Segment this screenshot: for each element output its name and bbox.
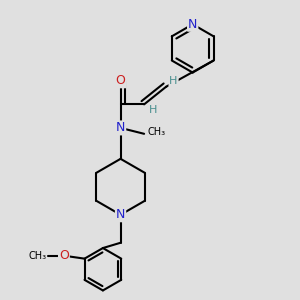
Text: CH₃: CH₃ bbox=[148, 127, 166, 137]
Text: O: O bbox=[59, 249, 69, 262]
Text: N: N bbox=[116, 122, 125, 134]
Text: N: N bbox=[188, 18, 197, 31]
Text: O: O bbox=[116, 74, 125, 87]
Text: H: H bbox=[149, 105, 157, 115]
Text: CH₃: CH₃ bbox=[28, 251, 46, 261]
Text: H: H bbox=[169, 76, 178, 86]
Text: N: N bbox=[116, 208, 125, 221]
